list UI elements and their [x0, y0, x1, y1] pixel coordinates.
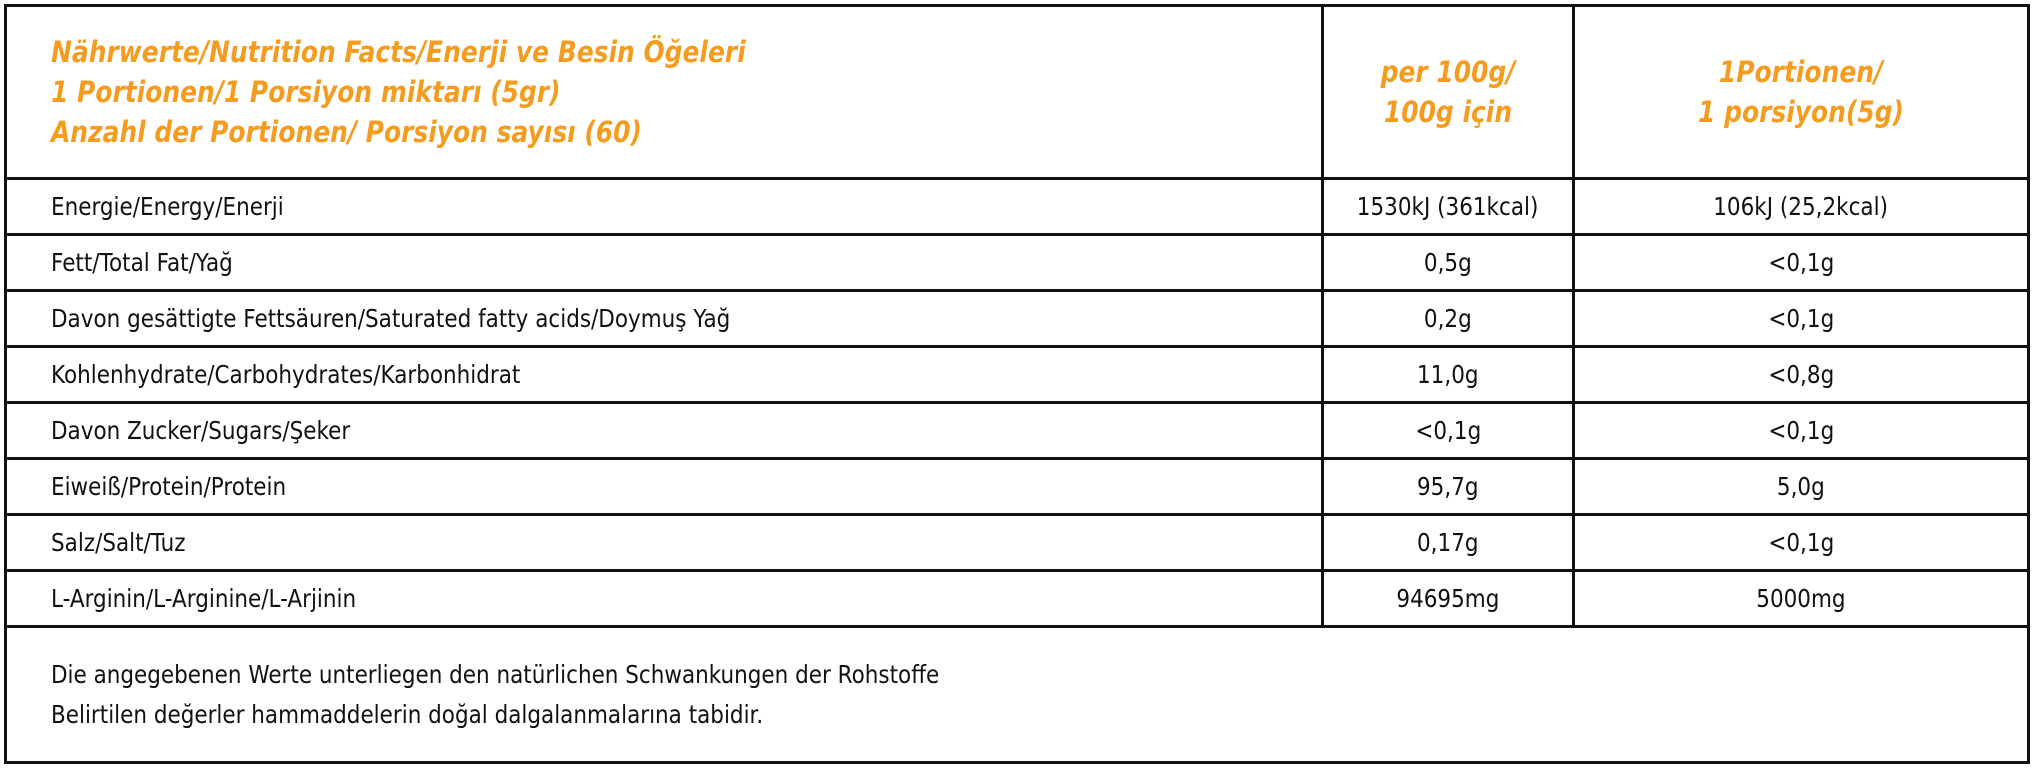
- value-per-portion-cell: 5000mg: [1572, 569, 2030, 628]
- nutrient-name: Eiweiß/Protein/Protein: [51, 472, 287, 501]
- value-per-portion: <0,1g: [1768, 416, 1834, 445]
- value-per-100g-cell: <0,1g: [1321, 401, 1575, 460]
- value-per-100g: 94695mg: [1396, 584, 1500, 613]
- value-per-portion: <0,1g: [1768, 528, 1834, 557]
- nutrient-name-cell: L-Arginin/L-Arginine/L-Arjinin: [4, 569, 1324, 628]
- nutrition-facts-table: Nährwerte/Nutrition Facts/Enerji ve Besi…: [4, 4, 2030, 764]
- nutrient-name-cell: Davon Zucker/Sugars/Şeker: [4, 401, 1324, 460]
- nutrient-name: Davon gesättigte Fettsäuren/Saturated fa…: [51, 304, 731, 333]
- value-per-portion: <0,1g: [1768, 304, 1834, 333]
- value-per-100g: 1530kJ (361kcal): [1357, 192, 1539, 221]
- header-serving-line: 1 Portionen/1 Porsiyon miktarı (5gr): [51, 75, 561, 109]
- header-title-line: Nährwerte/Nutrition Facts/Enerji ve Besi…: [51, 35, 746, 69]
- table-row: Davon Zucker/Sugars/Şeker <0,1g <0,1g: [4, 401, 2030, 460]
- nutrient-name: L-Arginin/L-Arginine/L-Arjinin: [51, 584, 357, 613]
- value-per-100g-cell: 95,7g: [1321, 457, 1575, 516]
- value-per-portion: 5000mg: [1756, 584, 1846, 613]
- value-per-portion-cell: <0,1g: [1572, 513, 2030, 572]
- header-per100-line: 100g için: [1383, 95, 1513, 129]
- value-per-100g: 95,7g: [1417, 472, 1479, 501]
- value-per-portion-cell: 5,0g: [1572, 457, 2030, 516]
- nutrient-name-cell: Energie/Energy/Enerji: [4, 177, 1324, 236]
- header-per100-line: per 100g/: [1380, 55, 1516, 89]
- value-per-100g: <0,1g: [1415, 416, 1481, 445]
- value-per-portion: 5,0g: [1777, 472, 1825, 501]
- value-per-100g: 11,0g: [1417, 360, 1479, 389]
- value-per-100g-cell: 0,2g: [1321, 289, 1575, 348]
- nutrient-name-cell: Fett/Total Fat/Yağ: [4, 233, 1324, 292]
- value-per-portion-cell: <0,8g: [1572, 345, 2030, 404]
- nutrient-name: Energie/Energy/Enerji: [51, 192, 284, 221]
- footer-line-de: Die angegebenen Werte unterliegen den na…: [51, 659, 940, 689]
- value-per-portion-cell: 106kJ (25,2kcal): [1572, 177, 2030, 236]
- table-row: Kohlenhydrate/Carbohydrates/Karbonhidrat…: [4, 345, 2030, 404]
- header-row: Nährwerte/Nutrition Facts/Enerji ve Besi…: [4, 4, 2030, 180]
- value-per-portion-cell: <0,1g: [1572, 401, 2030, 460]
- value-per-100g: 0,2g: [1424, 304, 1472, 333]
- value-per-portion: <0,8g: [1768, 360, 1834, 389]
- header-per100-cell: per 100g/ 100g için: [1321, 4, 1575, 180]
- value-per-100g-cell: 0,17g: [1321, 513, 1575, 572]
- value-per-portion: 106kJ (25,2kcal): [1713, 192, 1889, 221]
- table-row: Salz/Salt/Tuz 0,17g <0,1g: [4, 513, 2030, 572]
- value-per-100g: 0,5g: [1424, 248, 1472, 277]
- footer-line-tr: Belirtilen değerler hammaddelerin doğal …: [51, 699, 764, 729]
- header-title-cell: Nährwerte/Nutrition Facts/Enerji ve Besi…: [4, 4, 1324, 180]
- value-per-100g-cell: 1530kJ (361kcal): [1321, 177, 1575, 236]
- footer-row: Die angegebenen Werte unterliegen den na…: [4, 625, 2030, 764]
- value-per-100g-cell: 0,5g: [1321, 233, 1575, 292]
- nutrient-name-cell: Davon gesättigte Fettsäuren/Saturated fa…: [4, 289, 1324, 348]
- nutrient-name-cell: Kohlenhydrate/Carbohydrates/Karbonhidrat: [4, 345, 1324, 404]
- nutrient-name: Salz/Salt/Tuz: [51, 528, 186, 557]
- nutrient-name: Davon Zucker/Sugars/Şeker: [51, 416, 351, 445]
- table-row: L-Arginin/L-Arginine/L-Arjinin 94695mg 500…: [4, 569, 2030, 628]
- table-row: Davon gesättigte Fettsäuren/Saturated fa…: [4, 289, 2030, 348]
- value-per-100g: 0,17g: [1417, 528, 1479, 557]
- nutrient-name-cell: Eiweiß/Protein/Protein: [4, 457, 1324, 516]
- header-portion-cell: 1Portionen/ 1 porsiyon(5g): [1572, 4, 2030, 180]
- value-per-portion-cell: <0,1g: [1572, 233, 2030, 292]
- table-row: Fett/Total Fat/Yağ 0,5g <0,1g: [4, 233, 2030, 292]
- value-per-100g-cell: 94695mg: [1321, 569, 1575, 628]
- value-per-portion-cell: <0,1g: [1572, 289, 2030, 348]
- value-per-portion: <0,1g: [1768, 248, 1834, 277]
- nutrient-name: Kohlenhydrate/Carbohydrates/Karbonhidrat: [51, 360, 521, 389]
- nutrient-name: Fett/Total Fat/Yağ: [51, 248, 233, 277]
- header-servings-count-line: Anzahl der Portionen/ Porsiyon sayısı (6…: [51, 115, 642, 149]
- table-row: Energie/Energy/Enerji 1530kJ (361kcal) 106…: [4, 177, 2030, 236]
- table-row: Eiweiß/Protein/Protein 95,7g 5,0g: [4, 457, 2030, 516]
- header-portion-line: 1Portionen/: [1718, 55, 1884, 89]
- nutrient-name-cell: Salz/Salt/Tuz: [4, 513, 1324, 572]
- header-portion-line: 1 porsiyon(5g): [1698, 95, 1904, 129]
- footer-note: Die angegebenen Werte unterliegen den na…: [4, 625, 2030, 764]
- value-per-100g-cell: 11,0g: [1321, 345, 1575, 404]
